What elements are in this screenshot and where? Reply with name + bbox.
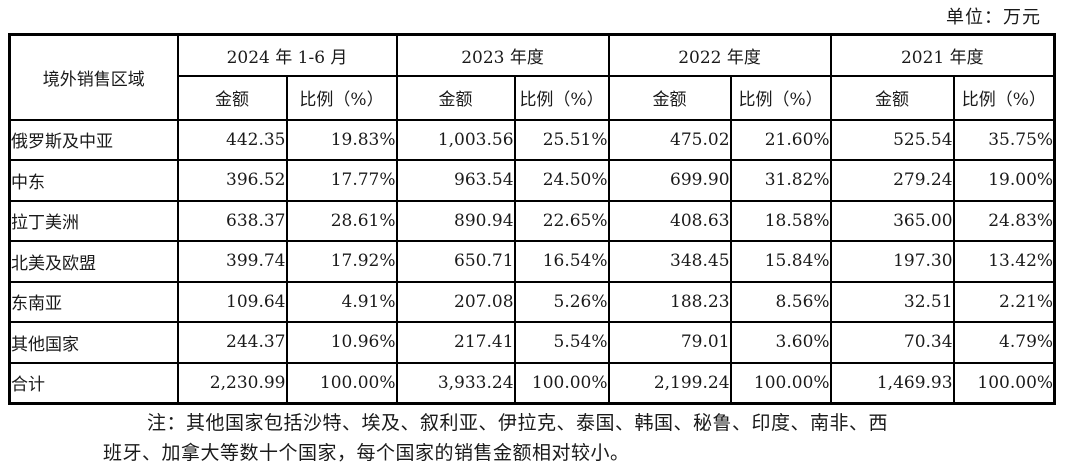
region-cell: 中东 <box>8 159 179 202</box>
amount-cell-2022: 348.45 <box>607 240 732 283</box>
ratio-cell-2024: 100.00% <box>285 361 398 404</box>
amount-cell-2022: 79.01 <box>607 321 732 364</box>
ratio-cell-2023: 25.51% <box>513 118 610 161</box>
period-header-row: 境外销售区域 2024 年 1-6 月 2023 年度 2022 年度 2021… <box>8 33 1056 121</box>
amount-cell-2021: 1,469.93 <box>829 361 955 404</box>
amount-cell-2021: 525.54 <box>829 118 955 161</box>
ratio-cell-2024: 4.91% <box>285 280 398 323</box>
ratio-cell-2024: 17.92% <box>285 240 398 283</box>
amount-cell-2024: 2,230.99 <box>176 361 288 404</box>
ratio-cell-2023: 5.54% <box>513 321 610 364</box>
region-cell: 北美及欧盟 <box>8 240 179 283</box>
table-total-row: 合计 2,230.99 100.00% 3,933.24 100.00% 2,1… <box>8 361 1056 404</box>
amount-cell-2022: 2,199.24 <box>607 361 732 404</box>
amount-cell-2021: 365.00 <box>829 199 955 242</box>
amount-cell-2021: 32.51 <box>829 280 955 323</box>
ratio-cell-2021: 24.83% <box>952 199 1056 242</box>
amount-cell-2024: 109.64 <box>176 280 288 323</box>
amount-header-2021: 金额 <box>829 74 955 121</box>
period-header-2024: 2024 年 1-6 月 <box>176 33 398 77</box>
amount-cell-2022: 699.90 <box>607 159 732 202</box>
amount-header-2023: 金额 <box>395 74 516 121</box>
amount-header-2022: 金额 <box>607 74 732 121</box>
table-header: 境外销售区域 2024 年 1-6 月 2023 年度 2022 年度 2021… <box>8 33 1056 121</box>
amount-header-2024: 金额 <box>176 74 288 121</box>
period-header-2023: 2023 年度 <box>395 33 610 77</box>
ratio-cell-2022: 31.82% <box>729 159 832 202</box>
amount-cell-2021: 279.24 <box>829 159 955 202</box>
region-column-header: 境外销售区域 <box>8 33 179 121</box>
ratio-cell-2021: 100.00% <box>952 361 1056 404</box>
region-cell: 合计 <box>8 361 179 404</box>
ratio-cell-2024: 17.77% <box>285 159 398 202</box>
ratio-cell-2022: 18.58% <box>729 199 832 242</box>
ratio-header-2022: 比例（%） <box>729 74 832 121</box>
overseas-sales-table: 境外销售区域 2024 年 1-6 月 2023 年度 2022 年度 2021… <box>8 33 1057 405</box>
amount-cell-2023: 963.54 <box>395 159 516 202</box>
ratio-header-2023: 比例（%） <box>513 74 610 121</box>
amount-cell-2023: 1,003.56 <box>395 118 516 161</box>
ratio-header-2021: 比例（%） <box>952 74 1056 121</box>
ratio-cell-2021: 2.21% <box>952 280 1056 323</box>
ratio-cell-2024: 28.61% <box>285 199 398 242</box>
amount-cell-2021: 70.34 <box>829 321 955 364</box>
amount-cell-2023: 890.94 <box>395 199 516 242</box>
ratio-cell-2022: 100.00% <box>729 361 832 404</box>
region-cell: 东南亚 <box>8 280 179 323</box>
ratio-cell-2023: 22.65% <box>513 199 610 242</box>
ratio-cell-2024: 19.83% <box>285 118 398 161</box>
amount-cell-2023: 217.41 <box>395 321 516 364</box>
ratio-cell-2022: 15.84% <box>729 240 832 283</box>
amount-cell-2022: 188.23 <box>607 280 732 323</box>
amount-cell-2022: 475.02 <box>607 118 732 161</box>
ratio-cell-2023: 24.50% <box>513 159 610 202</box>
footnote-line-1: 注：其他国家包括沙特、埃及、叙利亚、伊拉克、泰国、韩国、秘鲁、印度、南非、西 <box>147 412 889 434</box>
ratio-cell-2022: 3.60% <box>729 321 832 364</box>
period-header-2022: 2022 年度 <box>607 33 832 77</box>
amount-cell-2023: 650.71 <box>395 240 516 283</box>
amount-cell-2024: 244.37 <box>176 321 288 364</box>
ratio-cell-2021: 35.75% <box>952 118 1056 161</box>
period-header-2021: 2021 年度 <box>829 33 1056 77</box>
ratio-cell-2023: 16.54% <box>513 240 610 283</box>
footnote: 注：其他国家包括沙特、埃及、叙利亚、伊拉克、泰国、韩国、秘鲁、印度、南非、西 班… <box>103 408 888 468</box>
footnote-line-2: 班牙、加拿大等数十个国家，每个国家的销售金额相对较小。 <box>103 442 630 464</box>
ratio-cell-2024: 10.96% <box>285 321 398 364</box>
ratio-cell-2021: 4.79% <box>952 321 1056 364</box>
sub-header-row: 金额 比例（%） 金额 比例（%） 金额 比例（%） 金额 比例（%） <box>10 74 1056 121</box>
table-row: 北美及欧盟 399.74 17.92% 650.71 16.54% 348.45… <box>8 240 1056 283</box>
ratio-cell-2021: 19.00% <box>952 159 1056 202</box>
table-row: 东南亚 109.64 4.91% 207.08 5.26% 188.23 8.5… <box>8 280 1056 323</box>
table-body: 俄罗斯及中亚 442.35 19.83% 1,003.56 25.51% 475… <box>8 118 1056 404</box>
amount-cell-2023: 207.08 <box>395 280 516 323</box>
amount-cell-2024: 638.37 <box>176 199 288 242</box>
amount-cell-2024: 442.35 <box>176 118 288 161</box>
unit-label: 单位：万元 <box>946 7 1041 28</box>
ratio-cell-2022: 8.56% <box>729 280 832 323</box>
ratio-cell-2022: 21.60% <box>729 118 832 161</box>
region-cell: 拉丁美洲 <box>8 199 179 242</box>
region-cell: 其他国家 <box>8 321 179 364</box>
amount-cell-2023: 3,933.24 <box>395 361 516 404</box>
amount-cell-2022: 408.63 <box>607 199 732 242</box>
table-row: 俄罗斯及中亚 442.35 19.83% 1,003.56 25.51% 475… <box>8 118 1056 161</box>
amount-cell-2024: 396.52 <box>176 159 288 202</box>
ratio-cell-2023: 5.26% <box>513 280 610 323</box>
table-row: 其他国家 244.37 10.96% 217.41 5.54% 79.01 3.… <box>8 321 1056 364</box>
table-row: 拉丁美洲 638.37 28.61% 890.94 22.65% 408.63 … <box>8 199 1056 242</box>
ratio-cell-2021: 13.42% <box>952 240 1056 283</box>
table-row: 中东 396.52 17.77% 963.54 24.50% 699.90 31… <box>8 159 1056 202</box>
ratio-header-2024: 比例（%） <box>285 74 398 121</box>
region-cell: 俄罗斯及中亚 <box>8 118 179 161</box>
ratio-cell-2023: 100.00% <box>513 361 610 404</box>
amount-cell-2021: 197.30 <box>829 240 955 283</box>
amount-cell-2024: 399.74 <box>176 240 288 283</box>
